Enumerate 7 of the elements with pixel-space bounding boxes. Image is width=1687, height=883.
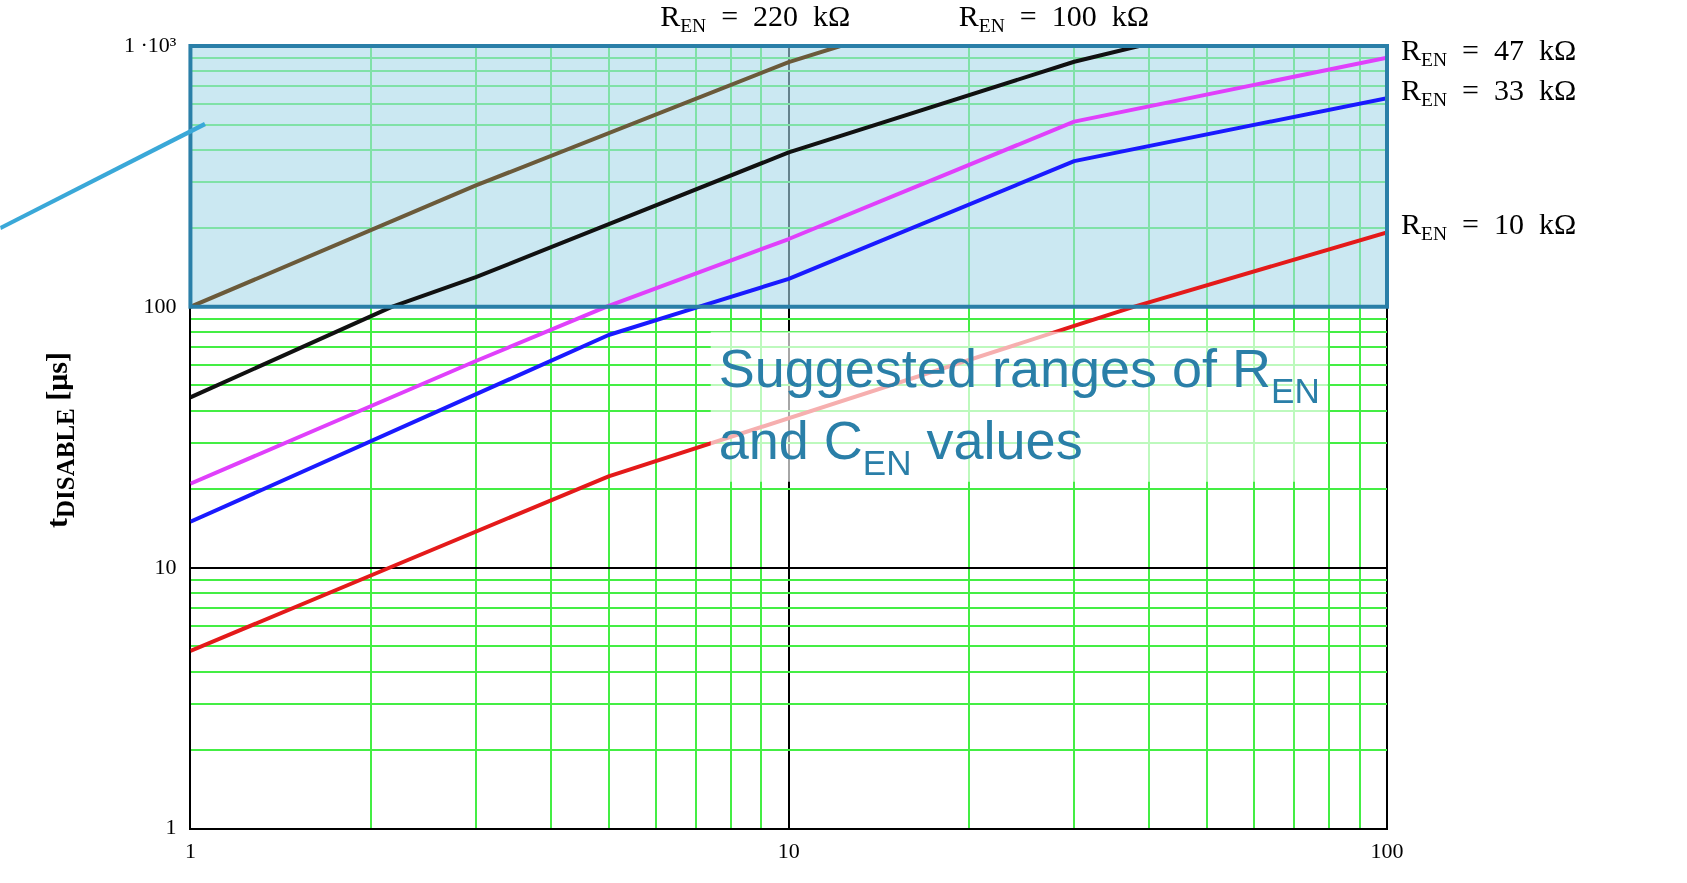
y-tick-label: 1 ·10³ [124,31,177,57]
y-tick-label: 10 [154,553,177,579]
x-tick-label: 10 [777,837,800,863]
y-tick-label: 100 [143,292,177,318]
x-tick-label: 1 [184,837,196,863]
y-tick-label: 1 [165,814,177,840]
x-tick-label: 100 [1370,837,1404,863]
